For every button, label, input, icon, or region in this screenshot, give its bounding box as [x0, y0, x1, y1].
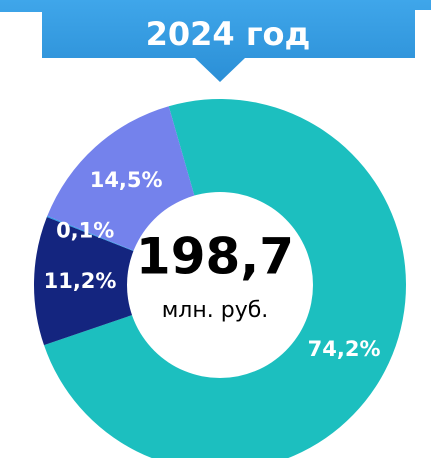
center-label: млн. руб. [162, 298, 269, 323]
donut [34, 99, 406, 458]
data-label: 11,2% [44, 269, 117, 293]
donut-segment [47, 106, 196, 252]
data-label: 14,5% [90, 168, 163, 192]
donut-segment [34, 217, 137, 346]
center-value: 198,7 [136, 228, 294, 286]
title-banner [0, 0, 431, 82]
donut-segment [46, 215, 137, 253]
data-label: 0,1% [56, 219, 114, 243]
chart-title: 2024 год [146, 15, 311, 53]
center-circle [127, 192, 313, 378]
data-label: 74,2% [308, 337, 381, 361]
donut-segment [44, 99, 406, 458]
